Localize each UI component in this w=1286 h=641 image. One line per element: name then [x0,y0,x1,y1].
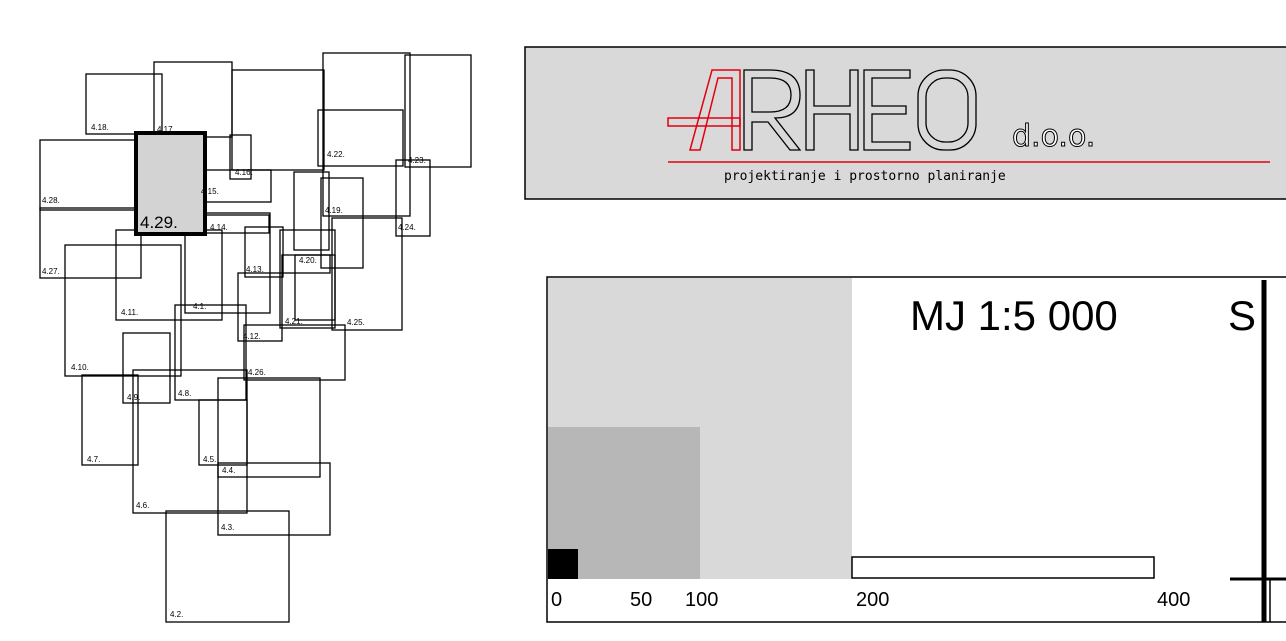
sheet-4-4[interactable] [217,377,321,478]
sheet-4-22b[interactable] [322,52,411,217]
logo-letter-e [863,69,911,151]
sheet-label: 4.17. [157,125,175,134]
sheet-label: 4.18. [91,123,109,132]
sheet-label: 4.11. [121,308,138,317]
sheet-4-19[interactable] [320,177,364,269]
sheet-label: 4.21. [285,317,303,326]
sheet-label: 4.5. [203,455,216,464]
sheet-index [39,52,472,623]
sheet-label: 4.6. [136,501,149,510]
sheet-label: 4.7. [87,455,100,464]
logo-letter-a [667,69,741,151]
sheet-4-10[interactable] [64,244,182,377]
sheet-4-2[interactable] [165,510,290,623]
sheet-label: 4.8. [178,389,191,398]
sheet-4-3[interactable] [217,462,331,536]
sheet-label: 4.12. [243,332,261,341]
sheet-4-21[interactable] [279,229,336,329]
sheet-4-7[interactable] [81,374,139,466]
sheet-label: 4.2. [170,610,183,619]
sheet-4-8[interactable] [174,304,247,401]
highlighted-sheet-label: 4.29. [140,213,178,232]
scale-segment-white [851,556,1155,579]
sheet-4-16[interactable] [229,134,252,180]
scale-tick-100: 100 [685,589,718,611]
sheet-label: 4.24. [398,223,416,232]
logo-letter-o [917,69,977,151]
logo-tagline: projektiranje i prostorno planiranje [724,169,1006,184]
sheet-label: 4.15. [201,187,219,196]
sheet-label: 4.3. [221,523,234,532]
sheet-labels: 4.2. 4.3. 4.4. 4.5. 4.6. 4.7. 4.8. 4.9. … [42,123,426,619]
sheet-label: 4.25. [347,318,365,327]
sheet-label: 4.14. [210,223,228,232]
sheet-4-23[interactable] [404,54,472,168]
sheet-top-center[interactable] [231,69,325,171]
sheet-label: 4.9. [127,393,140,402]
sheet-4-22[interactable] [317,109,404,167]
scale-tick-0: 0 [551,589,562,611]
sheet-label: 4.4. [222,466,235,475]
sheet-4-13[interactable] [244,226,284,278]
sheet-4-6[interactable] [132,369,248,514]
sheet-4-12[interactable] [237,272,283,342]
sheet-label: 4.26. [248,368,266,377]
highlighted-sheet[interactable] [134,131,207,236]
sheet-4-1[interactable] [184,212,271,314]
sheet-label: 4.23. [408,156,426,165]
sheet-label: 4.10. [71,363,89,372]
scale-segment-dark [548,549,578,579]
sheet-mid-overlap[interactable] [293,171,330,251]
sheet-label: 4.1. [193,302,206,311]
sheet-4-27[interactable] [39,207,142,279]
scale-tick-400: 400 [1157,589,1190,611]
logo-letter-r [743,69,802,151]
north-letter: S [1228,292,1256,339]
scale-panel: MJ 1:5 000 S 0 50 100 200 400 [546,276,1286,623]
sheet-label: 4.27. [42,267,60,276]
scale-tick-200: 200 [856,589,889,611]
logo-letter-h [805,69,859,151]
sheet-label: 4.20. [299,256,317,265]
sheet-label: 4.19. [325,206,343,215]
sheet-4-25[interactable] [331,217,403,331]
sheet-4-24[interactable] [395,159,431,237]
company-logo: d.o.o. projektiranje i prostorno planira… [524,46,1286,200]
sheet-4-26[interactable] [243,324,346,381]
scale-tick-50: 50 [630,589,652,611]
sheet-label: 4.13. [246,265,264,274]
sheet-label: 4.16. [235,168,253,177]
logo-suffix: d.o.o. [1012,119,1095,154]
sheet-4-20b[interactable] [281,254,331,274]
sheet-label: 4.22. [327,150,345,159]
scale-title: MJ 1:5 000 [910,292,1118,339]
sheet-4-9[interactable] [122,332,171,404]
sheet-4-18[interactable] [85,73,163,135]
sheet-label: 4.28. [42,196,60,205]
